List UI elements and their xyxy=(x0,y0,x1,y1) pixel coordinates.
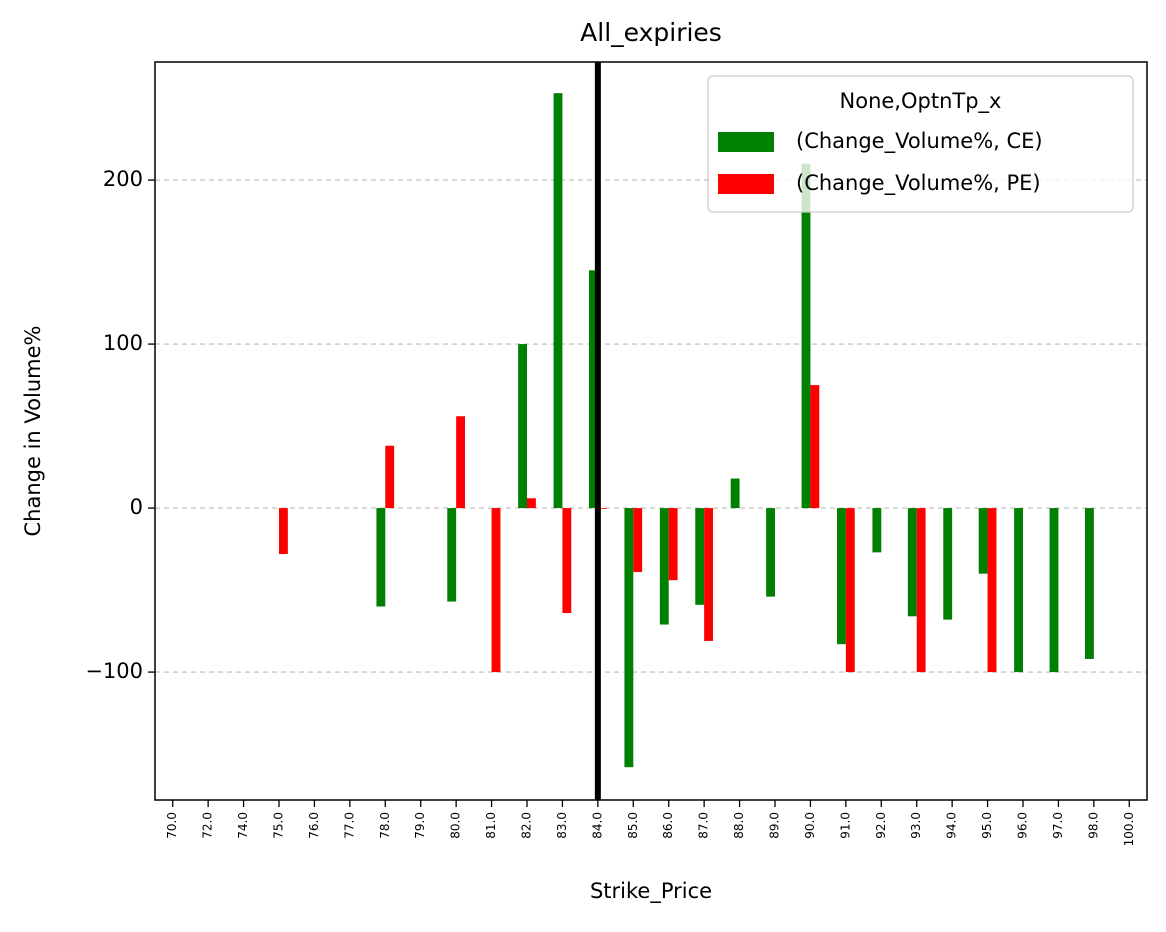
y-tick-label: 200 xyxy=(103,167,143,191)
bar xyxy=(491,508,501,673)
x-tick-label: 97.0 xyxy=(1051,812,1065,839)
x-tick-label: 76.0 xyxy=(307,812,321,839)
bar xyxy=(597,508,607,509)
bar xyxy=(562,508,572,614)
bar xyxy=(1014,508,1023,673)
x-tick-label: 88.0 xyxy=(732,812,746,839)
x-tick-label: 89.0 xyxy=(768,812,782,839)
x-tick-label: 77.0 xyxy=(342,812,356,839)
legend-label: (Change_Volume%, CE) xyxy=(796,129,1043,154)
bar xyxy=(704,508,713,641)
x-tick-label: 100.0 xyxy=(1122,812,1136,846)
bar xyxy=(916,508,926,673)
legend-label: (Change_Volume%, PE) xyxy=(796,171,1041,196)
bar xyxy=(385,445,395,509)
x-tick-label: 83.0 xyxy=(555,812,569,839)
bar xyxy=(518,344,527,509)
x-tick-label: 75.0 xyxy=(272,812,286,839)
bar xyxy=(668,508,678,581)
bar xyxy=(730,478,740,509)
x-tick-label: 82.0 xyxy=(520,812,534,839)
plot-frame xyxy=(154,61,1148,801)
x-tick-label: 87.0 xyxy=(697,812,711,839)
bar xyxy=(589,270,598,509)
x-tick-label: 85.0 xyxy=(626,812,640,839)
bar xyxy=(527,498,536,509)
y-tick-label: 100 xyxy=(103,331,143,355)
bar xyxy=(766,508,775,597)
x-tick-label: 84.0 xyxy=(590,812,604,839)
bar xyxy=(624,508,634,768)
bar xyxy=(978,508,988,574)
x-axis-label: Strike_Price xyxy=(590,879,712,904)
bar xyxy=(907,508,917,617)
x-tick-label: 80.0 xyxy=(449,812,463,839)
y-axis-label: Change in Volume% xyxy=(21,326,45,537)
bar xyxy=(553,93,563,509)
bar xyxy=(659,508,669,625)
x-tick-label: 81.0 xyxy=(484,812,498,839)
bar xyxy=(456,416,465,509)
bar xyxy=(872,508,882,553)
legend-swatch xyxy=(718,132,774,152)
bar xyxy=(810,385,820,509)
bar xyxy=(801,163,811,509)
y-tick-label: −100 xyxy=(85,659,143,683)
x-tick-label: 93.0 xyxy=(909,812,923,839)
bar xyxy=(633,508,643,573)
x-tick-label: 94.0 xyxy=(945,812,959,839)
bar xyxy=(845,508,855,673)
x-tick-label: 92.0 xyxy=(874,812,888,839)
x-tick-label: 86.0 xyxy=(661,812,675,839)
bar xyxy=(943,508,953,620)
bar xyxy=(837,508,846,645)
x-tick-label: 96.0 xyxy=(1016,812,1030,839)
bar xyxy=(695,508,705,605)
legend-box xyxy=(707,75,1134,213)
bar xyxy=(1085,508,1094,659)
y-tick-label: 0 xyxy=(130,495,143,519)
x-tick-label: 78.0 xyxy=(378,812,392,839)
x-tick-label: 95.0 xyxy=(980,812,994,839)
x-tick-label: 70.0 xyxy=(165,812,179,839)
x-tick-label: 79.0 xyxy=(413,812,427,839)
chart-title: All_expiries xyxy=(580,18,722,47)
bar xyxy=(987,508,997,673)
x-tick-label: 72.0 xyxy=(201,812,215,839)
x-tick-label: 98.0 xyxy=(1086,812,1100,839)
x-tick-label: 91.0 xyxy=(838,812,852,839)
x-tick-label: 74.0 xyxy=(236,812,250,839)
bar xyxy=(447,508,457,602)
bar xyxy=(376,508,386,607)
bar xyxy=(279,508,288,554)
bar xyxy=(1049,508,1059,673)
legend-swatch xyxy=(718,174,774,194)
x-tick-label: 90.0 xyxy=(803,812,817,839)
legend-title: None,OptnTp_x xyxy=(840,89,1002,114)
